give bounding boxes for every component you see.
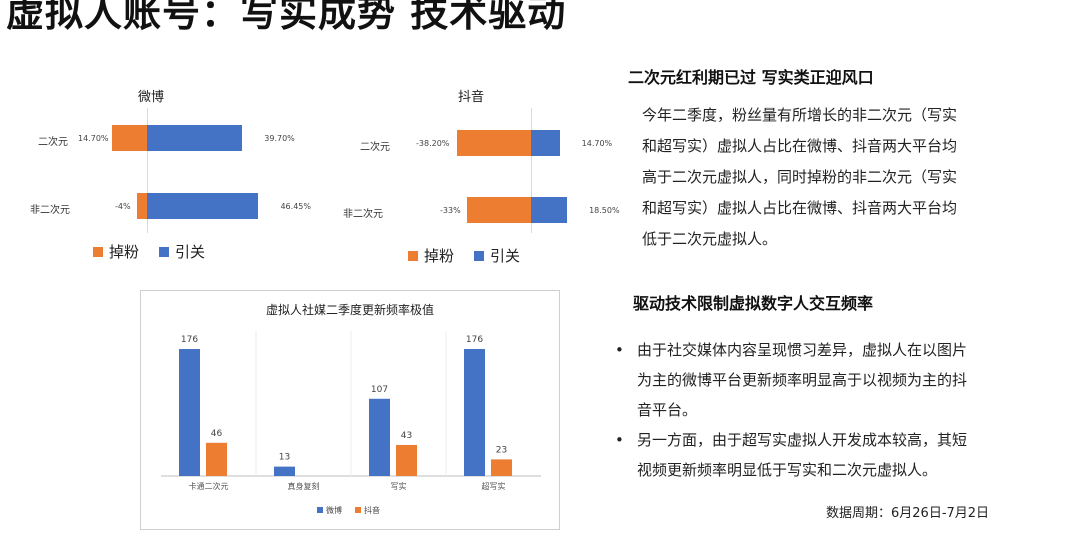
tick-label: 超写实: [482, 481, 506, 491]
data-label: -33%: [440, 206, 461, 215]
bar-微博: [179, 349, 200, 476]
bar-引关: [531, 197, 568, 223]
data-label: 176: [466, 335, 483, 345]
data-period: 数据周期：6月26日-7月2日: [826, 506, 990, 521]
bar-引关: [531, 130, 560, 156]
update-frequency-chart-panel: 虚拟人社媒二季度更新频率极值 176 46 卡通二次元 13 真身复刻 107 43 写实 17…: [140, 290, 560, 530]
chart-title: 虚拟人社媒二季度更新频率极值: [265, 303, 434, 317]
tick-label: 写实: [391, 481, 407, 491]
legend-swatch: [93, 246, 103, 257]
bar-掉粉: [111, 125, 147, 151]
legend-swatch: [408, 250, 418, 261]
legend-swatch: [317, 507, 323, 513]
bullet-line: 另一方面，由于超写实虚拟人开发成本较高，其短: [637, 431, 968, 449]
bullet-line: 音平台。: [637, 401, 698, 419]
paragraph-line: 高于二次元虚拟人，同时掉粉的非二次元（写实: [642, 168, 958, 186]
chart-title: 抖音: [458, 90, 485, 105]
section-heading-2: 驱动技术限制虚拟数字人交互频率: [633, 294, 874, 313]
legend-label: 掉粉: [424, 247, 455, 265]
tick-label: 真身复刻: [288, 481, 320, 491]
legend-swatch: [159, 246, 170, 257]
legend-swatch: [355, 507, 361, 513]
tick-label: 卡通二次元: [189, 481, 229, 491]
legend-label: 抖音: [364, 505, 380, 515]
bar-掉粉: [456, 130, 531, 156]
data-label: 14.70%: [581, 139, 613, 148]
data-label: 23: [496, 445, 507, 455]
bar-抖音: [491, 459, 512, 476]
data-label: 39.70%: [264, 134, 295, 143]
category-label: 非二次元: [30, 205, 70, 216]
bar-微博: [274, 466, 295, 476]
data-label: -38.20%: [416, 139, 450, 148]
data-label: 107: [371, 385, 388, 395]
bullet-line: 为主的微博平台更新频率明显高于以视频为主的抖: [637, 371, 968, 389]
data-label: 46.45%: [280, 202, 311, 211]
bullet-dot: •: [615, 431, 624, 449]
legend-label: 引关: [490, 247, 521, 265]
bar-微博: [369, 398, 390, 476]
data-label: 43: [401, 431, 412, 441]
chart-title: 微博: [138, 90, 165, 105]
bullet-item: • 由于社交媒体内容呈现惯习差异，虚拟人在以图片 为主的微博平台更新频率明显高于…: [615, 335, 968, 425]
paragraph-line: 和超写实）虚拟人占比在微博、抖音两大平台均: [642, 137, 958, 155]
data-label: -4%: [115, 202, 131, 211]
bar-抖音: [206, 442, 227, 476]
data-label: 13: [279, 453, 290, 463]
axis-line: [531, 108, 532, 233]
bullet-line: 由于社交媒体内容呈现惯习差异，虚拟人在以图片: [637, 341, 968, 359]
data-label: 14.70%: [78, 134, 109, 143]
chart-legend: 掉粉 引关: [408, 245, 520, 266]
legend-label: 微博: [326, 505, 342, 515]
paragraph-line: 和超写实）虚拟人占比在微博、抖音两大平台均: [642, 199, 958, 217]
bar-抖音: [396, 444, 417, 476]
bullet-dot: •: [615, 341, 624, 359]
bullet-item: • 另一方面，由于超写实虚拟人开发成本较高，其短 视频更新频率明显低于写实和二次…: [615, 425, 968, 485]
page-title: 虚拟人账号：写实成势 技术驱动: [6, 0, 567, 35]
category-label: 非二次元: [343, 209, 383, 220]
chart-legend: 掉粉 引关: [93, 241, 205, 262]
bullet-line: 视频更新频率明显低于写实和二次元虚拟人。: [637, 461, 938, 479]
category-label: 二次元: [38, 137, 68, 148]
paragraph-line: 低于二次元虚拟人。: [642, 230, 778, 248]
data-label: 18.50%: [589, 206, 620, 215]
bar-引关: [147, 193, 259, 219]
bar-掉粉: [137, 193, 147, 219]
bar-掉粉: [466, 197, 531, 223]
paragraph-1: 今年二季度，粉丝量有所增长的非二次元（写实 和超写实）虚拟人占比在微博、抖音两大…: [642, 100, 957, 255]
legend-label: 掉粉: [109, 243, 140, 261]
paragraph-line: 今年二季度，粉丝量有所增长的非二次元（写实: [642, 106, 958, 124]
legend-swatch: [474, 250, 485, 261]
axis-line: [147, 108, 148, 233]
data-label: 46: [211, 429, 223, 439]
bar-微博: [464, 349, 485, 476]
data-label: 176: [181, 335, 198, 345]
section-heading-1: 二次元红利期已过 写实类正迎风口: [628, 68, 874, 87]
legend-label: 引关: [175, 243, 206, 261]
category-label: 二次元: [360, 142, 390, 153]
bar-引关: [147, 125, 243, 151]
